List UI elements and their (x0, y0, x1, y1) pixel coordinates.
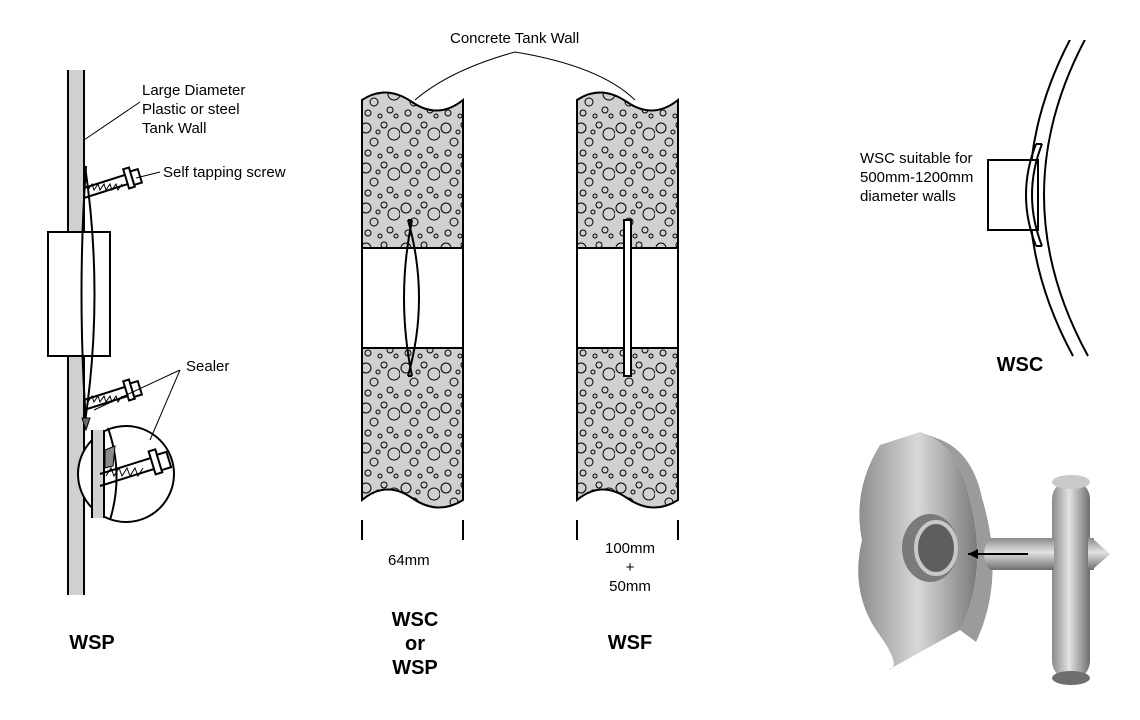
dim-64: 64mm (388, 552, 430, 571)
title-wsc: WSC (990, 354, 1050, 377)
tank-wall-label: Large Diameter Plastic or steel Tank Wal… (142, 82, 245, 138)
wsp-diagram (30, 70, 310, 600)
concrete-leader (360, 40, 700, 120)
tw-l2: Plastic or steel (142, 101, 240, 118)
t-a1: WSC (392, 609, 439, 631)
tw-l3: Tank Wall (142, 120, 206, 137)
dim-50: 50mm (609, 578, 651, 595)
t-a3: WSP (392, 657, 438, 679)
wsc-n3: diameter walls (860, 188, 956, 205)
t-a2: or (405, 633, 425, 655)
section-a-diagram (360, 80, 465, 540)
wsc-note: WSC suitable for 500mm-1200mm diameter w… (860, 150, 973, 206)
title-wsc-or-wsp: WSC or WSP (380, 608, 450, 680)
screw-label: Self tapping screw (163, 164, 286, 183)
dim-100: 100mm (605, 540, 655, 557)
dim-plus: + (626, 559, 635, 576)
wsp-title: WSP (52, 632, 132, 655)
wsc-n1: WSC suitable for (860, 150, 973, 167)
tw-l1: Large Diameter (142, 82, 245, 99)
title-wsf: WSF (600, 632, 660, 655)
section-b-diagram (575, 80, 680, 540)
wsc-n2: 500mm-1200mm (860, 169, 973, 186)
dim-100-block: 100mm + 50mm (598, 540, 662, 596)
sealer-label: Sealer (186, 358, 229, 377)
install-render (840, 420, 1130, 695)
